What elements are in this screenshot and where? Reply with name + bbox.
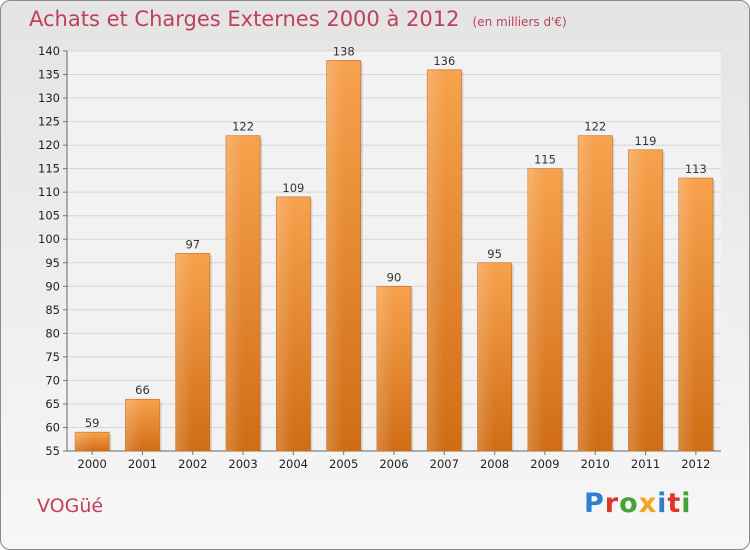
x-tick-label-2001: 2001	[128, 457, 157, 471]
bar-highlight	[527, 168, 545, 451]
logo-letter: t	[667, 488, 682, 519]
x-tick-label-2009: 2009	[530, 457, 559, 471]
y-tick-label: 80	[45, 326, 60, 340]
y-tick-label: 65	[45, 397, 60, 411]
bar-highlight	[578, 135, 596, 452]
y-tick-label: 120	[38, 138, 60, 152]
bars	[74, 60, 715, 452]
bar-highlight	[276, 196, 294, 451]
data-label-2001: 66	[135, 383, 150, 397]
y-tick-label: 90	[45, 279, 60, 293]
bar-highlight	[678, 178, 696, 451]
bar-highlight	[75, 432, 93, 451]
x-tick-label-2006: 2006	[379, 457, 408, 471]
data-label-2000: 59	[85, 416, 100, 430]
x-tick-label-2000: 2000	[78, 457, 107, 471]
bar-highlight	[376, 286, 394, 451]
y-tick-label: 115	[38, 162, 60, 176]
y-tick-label: 70	[45, 373, 60, 387]
data-label-2006: 90	[387, 270, 402, 284]
x-tick-label-2005: 2005	[329, 457, 358, 471]
x-tick-label-2002: 2002	[178, 457, 207, 471]
logo-letter: r	[604, 488, 620, 519]
tick-labels: 55 60 65 70 75 80 85 90 95 100 105 110 115 120 125 130 1…	[38, 44, 710, 471]
logo-letter: i	[657, 488, 668, 519]
chart-subtitle: (en milliers d'€)	[472, 15, 567, 29]
y-tick-label: 125	[38, 115, 60, 129]
data-label-2008: 95	[487, 247, 502, 261]
x-tick-label-2011: 2011	[631, 457, 660, 471]
data-label-2012: 113	[685, 162, 707, 176]
y-tick-label: 130	[38, 91, 60, 105]
bar-highlight	[125, 399, 143, 451]
x-tick-label-2010: 2010	[581, 457, 610, 471]
y-tick-label: 100	[38, 232, 60, 246]
logo-letter: x	[638, 488, 658, 519]
bar-highlight	[477, 262, 495, 451]
x-tick-label-2004: 2004	[279, 457, 308, 471]
commune-name: VOGüé	[37, 495, 104, 517]
y-tick-label: 110	[38, 185, 60, 199]
data-label-2004: 109	[282, 181, 304, 195]
bar-highlight	[427, 69, 445, 451]
data-label-2011: 119	[635, 134, 657, 148]
y-tick-label: 140	[38, 44, 60, 58]
proxiti-logo[interactable]: Proxiti	[584, 488, 692, 519]
y-tick-label: 75	[45, 350, 60, 364]
x-tick-label-2007: 2007	[430, 457, 459, 471]
y-tick-label: 55	[45, 444, 60, 458]
data-label-2003: 122	[232, 120, 254, 134]
bar-highlight	[326, 60, 344, 451]
logo-letter: i	[681, 488, 692, 519]
y-tick-label: 60	[45, 420, 60, 434]
y-tick-label: 105	[38, 209, 60, 223]
data-label-2005: 138	[333, 44, 355, 58]
y-tick-label: 85	[45, 303, 60, 317]
logo-letter: o	[619, 488, 639, 519]
x-tick-label-2003: 2003	[228, 457, 257, 471]
bar-highlight	[628, 149, 646, 451]
y-tick-label: 95	[45, 256, 60, 270]
x-tick-label-2012: 2012	[681, 457, 710, 471]
chart-title-block: Achats et Charges Externes 2000 à 2012 (…	[29, 7, 567, 31]
data-label-2010: 122	[584, 120, 606, 134]
y-tick-label: 135	[38, 68, 60, 82]
chart-title: Achats et Charges Externes 2000 à 2012	[29, 7, 460, 31]
x-tick-label-2008: 2008	[480, 457, 509, 471]
bar-highlight	[175, 253, 193, 451]
data-label-2002: 97	[185, 237, 200, 251]
data-label-2007: 136	[433, 54, 455, 68]
bar-highlight	[225, 135, 244, 452]
logo-letter: P	[584, 488, 605, 519]
data-label-2009: 115	[534, 153, 556, 167]
